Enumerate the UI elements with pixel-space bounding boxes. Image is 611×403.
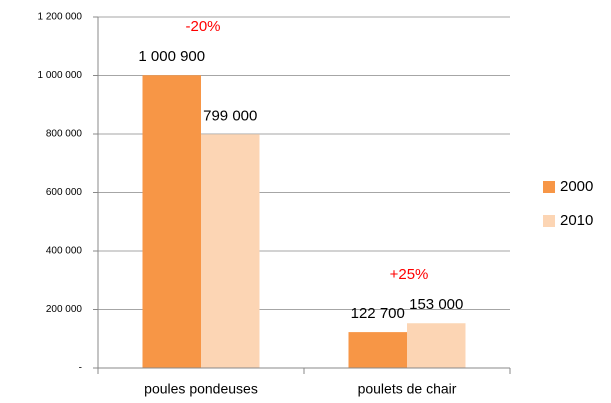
bar — [407, 323, 466, 368]
annotation: -20% — [185, 18, 220, 35]
legend-swatch — [543, 181, 555, 193]
bar — [348, 332, 407, 368]
legend-label: 2010 — [560, 212, 593, 229]
value-label: 153 000 — [409, 296, 463, 313]
y-tick-label: - — [79, 363, 82, 374]
value-label: 799 000 — [203, 107, 257, 124]
bar — [142, 75, 201, 368]
bar — [201, 134, 260, 368]
y-tick-label: 400 000 — [46, 246, 83, 257]
y-tick-label: 600 000 — [46, 187, 83, 198]
legend-swatch — [543, 215, 555, 227]
y-tick-label: 800 000 — [46, 129, 83, 140]
value-label: 1 000 900 — [138, 48, 205, 65]
legend-label: 2000 — [560, 178, 593, 195]
annotation: +25% — [390, 266, 429, 283]
y-tick-label: 200 000 — [46, 304, 83, 315]
x-tick-label: poulets de chair — [358, 381, 457, 397]
value-label: 122 700 — [351, 305, 405, 322]
y-tick-label: 1 000 000 — [38, 70, 83, 81]
y-tick-label: 1 200 000 — [38, 12, 83, 23]
x-tick-label: poules pondeuses — [144, 381, 258, 397]
